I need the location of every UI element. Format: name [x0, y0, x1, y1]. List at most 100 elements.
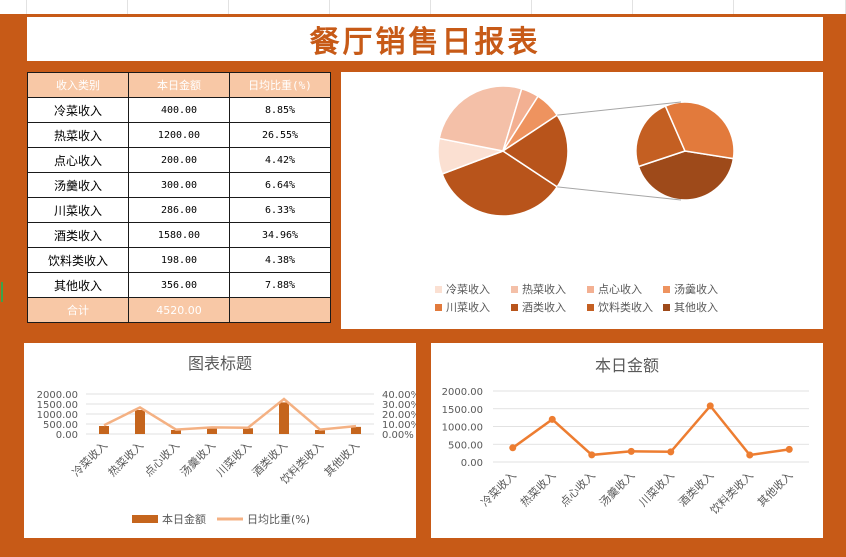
bar — [99, 426, 109, 434]
y-tick-label: 0.00 — [56, 430, 78, 441]
legend-swatch — [435, 304, 442, 311]
legend-label: 汤羹收入 — [674, 282, 718, 296]
line-chart: 本日金额 2000.00 1500.00 1000.00 500.00 0.00冷菜收入热… — [442, 356, 809, 517]
x-tick-label: 热菜收入 — [105, 438, 146, 479]
amount-cell[interactable]: 198.00 — [128, 247, 230, 273]
x-tick-label: 汤羹收入 — [596, 468, 637, 509]
header-cell[interactable] — [532, 0, 633, 14]
row-indicator — [1, 282, 3, 302]
line-chart-panel[interactable]: 本日金额 2000.00 1500.00 1000.00 500.00 0.00 冷菜收入热… — [431, 343, 823, 538]
category-cell[interactable]: 冷菜收入 — [27, 97, 129, 123]
amount-cell[interactable]: 286.00 — [128, 197, 230, 223]
header-amount[interactable]: 本日金额 — [128, 72, 230, 98]
category-cell[interactable]: 点心收入 — [27, 147, 129, 173]
pie-slice-other — [501, 114, 569, 188]
x-tick-label: 川菜收入 — [213, 438, 254, 479]
ratio-cell[interactable]: 4.42% — [229, 147, 331, 173]
x-tick-label: 热菜收入 — [517, 468, 558, 509]
connector-line — [557, 101, 682, 116]
bar — [243, 428, 253, 434]
combo-chart-panel[interactable]: 图表标题 2000.00 1500.00 1000.00 500.00 0.00 40.00… — [24, 343, 416, 538]
total-amount[interactable]: 4520.00 — [128, 297, 230, 323]
category-cell[interactable]: 热菜收入 — [27, 122, 129, 148]
ratio-cell[interactable]: 6.33% — [229, 197, 331, 223]
y2-tick-label: 30.00% — [382, 400, 416, 411]
header-cell[interactable] — [633, 0, 734, 14]
category-cell[interactable]: 汤羹收入 — [27, 172, 129, 198]
header-cell[interactable] — [128, 0, 229, 14]
bar — [351, 426, 361, 434]
y-tick-label: 1000.00 — [37, 410, 78, 421]
amount-cell[interactable]: 1580.00 — [128, 222, 230, 248]
y-tick-label: 2000.00 — [37, 390, 78, 401]
table-row: 酒类收入 1580.00 34.96% — [27, 222, 331, 248]
bar — [135, 410, 145, 434]
legend-swatch — [663, 304, 670, 311]
data-point — [667, 448, 675, 456]
legend-label: 其他收入 — [674, 300, 718, 314]
category-cell[interactable]: 饮料类收入 — [27, 247, 129, 273]
category-cell[interactable]: 酒类收入 — [27, 222, 129, 248]
table-row: 汤羹收入 300.00 6.64% — [27, 172, 331, 198]
y-tick-label: 500.00 — [448, 440, 483, 451]
category-cell[interactable]: 其他收入 — [27, 272, 129, 298]
y-tick-label: 1000.00 — [442, 423, 483, 434]
chart-title: 图表标题 — [188, 354, 252, 373]
y-tick-label: 0.00 — [461, 458, 483, 469]
amount-cell[interactable]: 356.00 — [128, 272, 230, 298]
x-tick-label: 汤羹收入 — [177, 438, 218, 479]
header-cell[interactable] — [229, 0, 330, 14]
ratio-cell[interactable]: 34.96% — [229, 222, 331, 248]
ratio-cell[interactable]: 4.38% — [229, 247, 331, 273]
secondary-pie-slice — [664, 101, 735, 160]
data-point — [509, 444, 517, 452]
category-cell[interactable]: 川菜收入 — [27, 197, 129, 223]
amount-cell[interactable]: 300.00 — [128, 172, 230, 198]
header-cell[interactable] — [27, 0, 128, 14]
ratio-cell[interactable]: 6.64% — [229, 172, 331, 198]
amount-cell[interactable]: 1200.00 — [128, 122, 230, 148]
legend-swatch-bar — [132, 515, 158, 523]
table-header-row: 收入类别 本日金额 日均比重(%) — [27, 72, 331, 98]
sales-table: 收入类别 本日金额 日均比重(%) 冷菜收入 400.00 8.85% 热菜收入… — [27, 72, 331, 323]
header-cell[interactable] — [431, 0, 532, 14]
legend-label: 点心收入 — [598, 282, 642, 296]
table-row: 点心收入 200.00 4.42% — [27, 147, 331, 173]
connector-line — [557, 186, 682, 201]
amount-cell[interactable]: 200.00 — [128, 147, 230, 173]
y2-tick-label: 10.00% — [382, 420, 416, 431]
header-cell[interactable] — [0, 0, 27, 14]
total-ratio[interactable] — [229, 297, 331, 323]
data-point — [627, 447, 635, 455]
x-tick-label: 冷菜收入 — [478, 468, 519, 509]
total-label[interactable]: 合计 — [27, 297, 129, 323]
y-tick-label: 500.00 — [43, 420, 78, 431]
legend-swatch — [663, 286, 670, 293]
ratio-cell[interactable]: 8.85% — [229, 97, 331, 123]
x-tick-label: 酒类收入 — [675, 468, 716, 509]
header-category[interactable]: 收入类别 — [27, 72, 129, 98]
ratio-line — [103, 397, 357, 431]
legend-label: 日均比重(%) — [247, 512, 310, 526]
title-cell[interactable]: 餐厅销售日报表 — [27, 17, 823, 61]
x-tick-label: 其他收入 — [321, 438, 362, 479]
header-cell[interactable] — [734, 0, 846, 14]
legend-swatch — [587, 304, 594, 311]
amount-cell[interactable]: 400.00 — [128, 97, 230, 123]
table-row: 饮料类收入 198.00 4.38% — [27, 247, 331, 273]
ratio-cell[interactable]: 26.55% — [229, 122, 331, 148]
legend-label: 本日金额 — [162, 512, 206, 526]
column-header-strip — [0, 0, 846, 14]
header-cell[interactable] — [330, 0, 431, 14]
x-tick-label: 点心收入 — [557, 468, 598, 509]
header-ratio[interactable]: 日均比重(%) — [229, 72, 331, 98]
ratio-cell[interactable]: 7.88% — [229, 272, 331, 298]
data-point — [588, 451, 596, 459]
x-tick-label: 川菜收入 — [636, 468, 677, 509]
legend-swatch — [511, 286, 518, 293]
amount-line — [512, 403, 790, 457]
bar — [315, 430, 325, 434]
pie-chart-panel[interactable]: 冷菜收入 热菜收入 点心收入 汤羹收入 川菜收入 酒类收入 饮料类收入 其他收入 — [341, 72, 823, 329]
